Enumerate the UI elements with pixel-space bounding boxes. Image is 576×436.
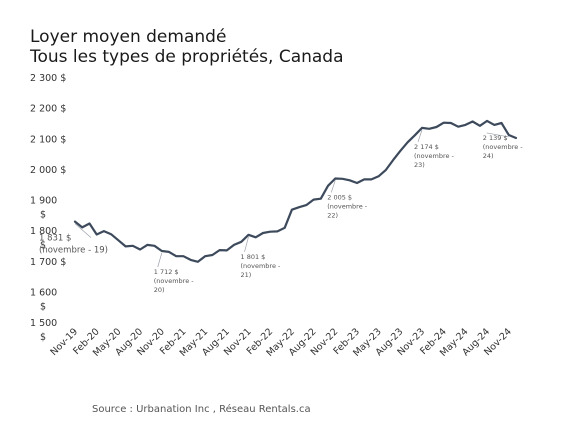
annotation-value: 1 712 $	[154, 268, 179, 276]
annotation-date: (novembre -24)	[483, 143, 524, 160]
y-tick-label: 1 800 $	[30, 226, 57, 251]
annotation-value: 1 801 $	[241, 253, 266, 261]
annotation-date-part: 20)	[154, 286, 165, 294]
chart-title: Loyer moyen demandé Tous les types de pr…	[30, 27, 344, 67]
annotation-date-part: (novembre -	[241, 262, 282, 270]
annotation-date-part: (novembre -	[327, 202, 368, 210]
annotation-leader	[157, 252, 163, 268]
y-tick-label: 1 500 $	[30, 318, 57, 343]
annotation-date: (novembre - 19)	[39, 246, 108, 256]
y-tick-label-number: 1 600	[30, 287, 57, 298]
annotation-leader	[486, 132, 509, 138]
y-tick-label-number: 1 800	[30, 226, 57, 237]
y-tick-label: 2 100 $	[30, 134, 66, 145]
y-tick-label: 1 600 $	[30, 287, 57, 312]
annotation-date-part: 22)	[327, 211, 338, 219]
annotations: 1 831 $(novembre - 19)1 712 $(novembre -…	[39, 134, 523, 294]
annotation-date-part: 24)	[483, 152, 494, 160]
y-tick-label-unit: $	[40, 240, 46, 251]
series-line	[73, 119, 518, 263]
y-tick-label-number: 1 500	[30, 318, 57, 329]
y-tick-label: 1 700 $	[30, 257, 66, 268]
annotation-date: (novembre -22)	[327, 202, 368, 219]
annotation-leaders	[74, 129, 509, 268]
series-lines	[73, 119, 518, 263]
y-axis: 2 300 $ 2 200 $ 2 100 $ 2 000 $ 1 900 $1 800 $…	[30, 73, 66, 343]
y-tick-label-unit: $	[40, 210, 46, 221]
annotation-date-part: 21)	[241, 271, 252, 279]
annotation-value: 2 174 $	[414, 143, 439, 151]
y-tick-label-number: 1 900	[30, 196, 57, 207]
chart-title-line-1: Loyer moyen demandé	[30, 27, 227, 47]
y-tick-label-unit: $	[40, 301, 46, 312]
annotation-date-part: 23)	[414, 161, 425, 169]
annotation-value: 2 139 $	[483, 134, 508, 142]
annotation-date: (novembre -21)	[241, 262, 282, 279]
y-tick-label: 1 900 $	[30, 196, 57, 221]
x-axis: Nov-19Feb-20May-20Aug-20Nov-20Feb-21May-…	[48, 326, 513, 359]
annotation-value: 2 005 $	[327, 193, 352, 201]
annotation-leader	[330, 180, 336, 193]
annotation-date: (novembre -20)	[154, 277, 195, 294]
annotation-date-part: (novembre -	[483, 143, 524, 151]
annotation-date-part: (novembre -	[154, 277, 195, 285]
annotation-date: (novembre -23)	[414, 152, 455, 169]
annotation-leader	[244, 236, 249, 252]
y-tick-label: 2 000 $	[30, 165, 66, 176]
y-tick-label: 2 200 $	[30, 104, 66, 115]
annotation-value: 1 831 $	[39, 234, 71, 244]
annotation-leader	[417, 129, 423, 143]
annotation-leader	[74, 223, 92, 238]
y-tick-label: 2 300 $	[30, 73, 66, 84]
source-note: Source : Urbanation Inc , Réseau Rentals…	[92, 404, 311, 415]
annotation-date-part: (novembre -	[414, 152, 455, 160]
y-tick-label-unit: $	[40, 332, 46, 343]
chart-title-line-2: Tous les types de propriétés, Canada	[30, 47, 344, 67]
